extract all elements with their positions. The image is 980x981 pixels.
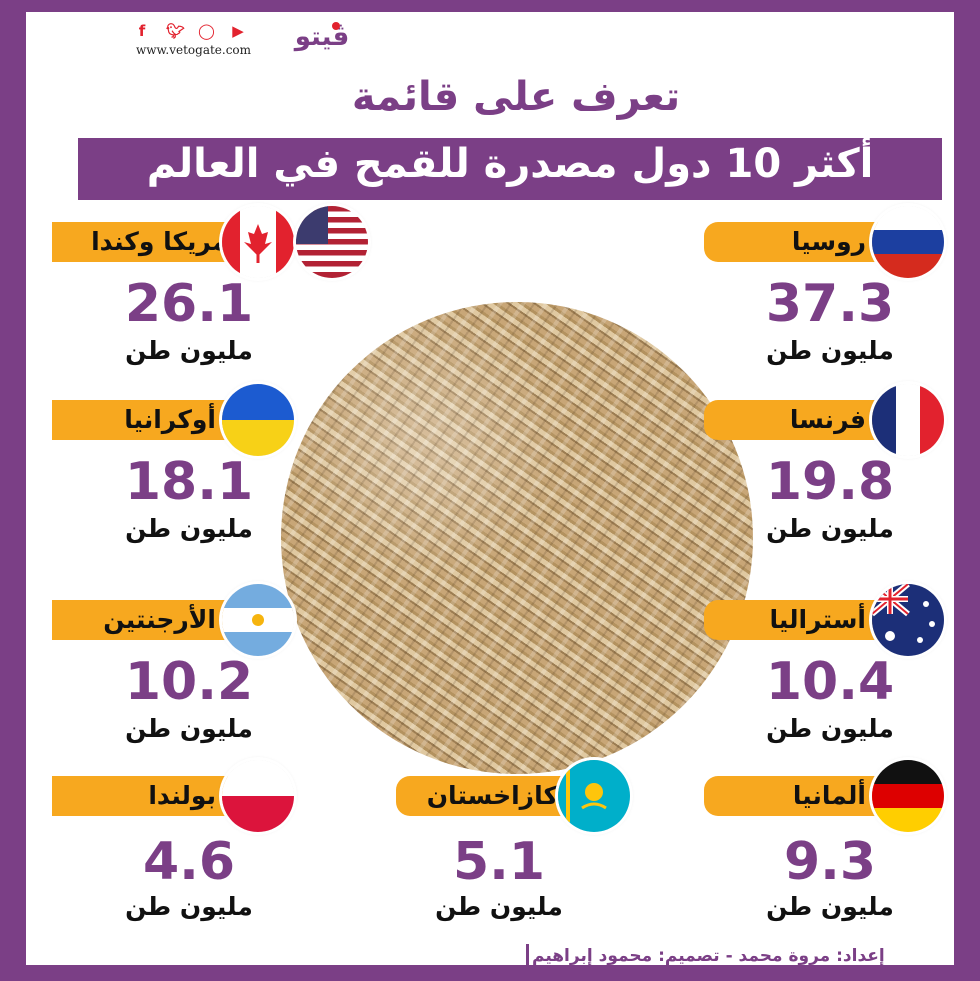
russia-flag-icon: [872, 206, 944, 278]
poland-flag-icon: [222, 760, 294, 832]
logo-dot-icon: [332, 22, 340, 30]
title-line-2: أكثر 10 دول مصدرة للقمح في العالم: [146, 141, 874, 187]
credit-text: إعداد: مروة محمد - تصميم: محمود إبراهيم: [532, 946, 885, 966]
wheat-grain-image: [281, 302, 753, 774]
value-ukraine: 18.1: [124, 452, 254, 512]
value-poland: 4.6: [142, 832, 236, 892]
country-name-usa-canada: أمريكا وكندا: [91, 227, 236, 256]
usa-flag-icon: [296, 206, 368, 278]
value-kazakhstan: 5.1: [452, 832, 546, 892]
country-bar-argentina: [52, 600, 242, 640]
decorative-purple-block: [0, 606, 26, 981]
country-name-poland: بولندا: [148, 781, 216, 810]
title-line-1: تعرف على قائمة: [351, 74, 681, 120]
credit-divider: [526, 944, 529, 970]
unit-argentina: مليون طن: [125, 714, 253, 743]
unit-ukraine: مليون طن: [125, 514, 253, 543]
unit-germany: مليون طن: [766, 892, 894, 921]
value-australia: 10.4: [765, 652, 895, 712]
unit-australia: مليون طن: [766, 714, 894, 743]
country-bar-ukraine: [52, 400, 242, 440]
instagram-icon[interactable]: ◯: [198, 22, 215, 40]
france-flag-icon: [872, 384, 944, 456]
unit-poland: مليون طن: [125, 892, 253, 921]
social-links: f 🐦︎ ◯ ▶: [134, 22, 246, 40]
unit-russia: مليون طن: [766, 336, 894, 365]
value-france: 19.8: [765, 452, 895, 512]
country-name-russia: روسيا: [791, 227, 866, 256]
country-name-ukraine: أوكرانيا: [124, 405, 216, 434]
facebook-icon[interactable]: f: [138, 22, 146, 40]
value-russia: 37.3: [765, 274, 895, 334]
country-name-kazakhstan: كازاخستان: [426, 781, 558, 810]
argentina-flag-icon: [222, 584, 294, 656]
country-bar-poland: [52, 776, 242, 816]
value-germany: 9.3: [783, 832, 877, 892]
country-bar-usa-canada: [52, 222, 242, 262]
site-url[interactable]: www.vetogate.com: [136, 43, 252, 57]
country-name-australia: أستراليا: [769, 605, 866, 634]
value-usa-canada: 26.1: [124, 274, 254, 334]
country-name-germany: ألمانيا: [792, 781, 866, 810]
unit-usa-canada: مليون طن: [125, 336, 253, 365]
country-name-argentina: الأرجنتين: [103, 605, 216, 634]
country-name-france: فرنسا: [789, 405, 866, 434]
youtube-icon[interactable]: ▶: [232, 22, 244, 40]
value-argentina: 10.2: [124, 652, 254, 712]
australia-flag-icon: [872, 584, 944, 656]
ukraine-flag-icon: [222, 384, 294, 456]
twitter-icon[interactable]: 🐦︎: [166, 22, 186, 40]
unit-kazakhstan: مليون طن: [435, 892, 563, 921]
title-banner: [78, 138, 942, 200]
brand-logo: ڤيتو: [294, 22, 350, 52]
kazakhstan-flag-icon: [558, 760, 630, 832]
unit-france: مليون طن: [766, 514, 894, 543]
infographic-frame: f 🐦︎ ◯ ▶ www.vetogate.com ڤيتو تعرف على …: [26, 12, 954, 970]
canada-flag-icon: [222, 206, 294, 278]
germany-flag-icon: [872, 760, 944, 832]
